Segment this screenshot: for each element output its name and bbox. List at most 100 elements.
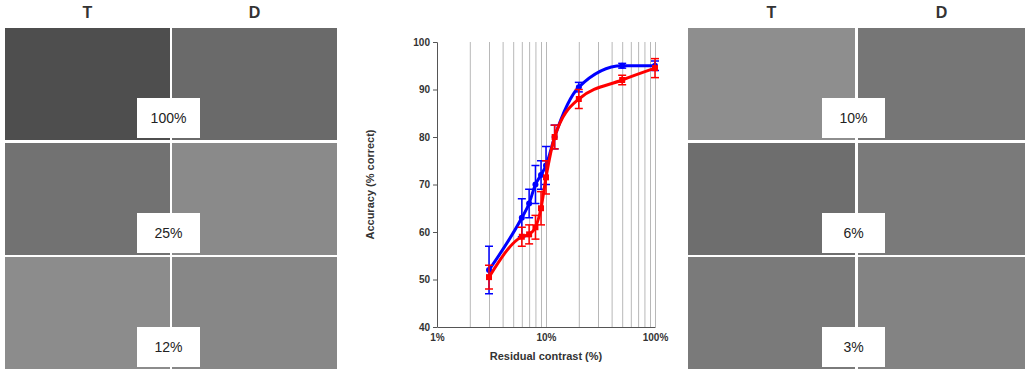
contrast-label: 100% [151,110,187,126]
error-bar-line [575,82,583,84]
y-tick-label: 80 [419,132,431,143]
x-tick [522,42,523,327]
y-tick-label: 90 [419,84,431,95]
y-tick-label: 50 [419,274,431,285]
y-tick: 70 [419,179,437,190]
y-tick-label: 40 [419,322,431,333]
y-axis-title: Accuracy (% correct) [364,129,376,239]
error-bar-line [537,191,545,193]
x-axis: 1% 10% 100% [430,42,668,343]
error-bar-line [485,293,493,295]
error-bar-line [551,124,559,126]
x-tick-label: 10% [536,332,556,343]
y-tick: 60 [419,227,437,238]
x-grid-line [655,42,656,327]
data-point [652,65,658,71]
data-point [519,215,525,221]
data-point [538,205,544,211]
y-tick: 100 [413,37,437,48]
x-grid-line [470,42,471,327]
data-point [486,274,492,280]
contrast-box [137,98,200,138]
contrast-label: 10% [839,110,867,126]
error-bar [618,63,626,68]
error-bar [618,75,626,85]
data-point [526,201,532,207]
error-bar-line [542,160,550,162]
y-tick-mark [433,280,437,281]
error-bar-line [531,203,539,205]
error-bar [531,215,539,239]
x-axis-title: Residual contrast (%) [490,350,603,362]
error-bar-line [531,215,539,217]
y-tick-mark [433,232,437,233]
error-bar-line [525,217,533,219]
contrast-box [822,98,885,138]
x-grid-line [638,42,639,327]
x-grid-line [644,42,645,327]
error-bar [485,265,493,289]
y-tick-label: 60 [419,227,431,238]
figure: TD100%25%12%TD10%6%3%1%10%100%4050607080… [0,0,1028,376]
error-bar-line [651,77,659,79]
error-bar-line [651,58,659,60]
contrast-box [822,213,885,253]
y-tick-label: 70 [419,179,431,190]
series-line [489,68,655,277]
x-tick: 10% [536,42,556,343]
x-tick-label: 1% [430,332,445,343]
x-tick [598,42,599,327]
x-tick: 100% [643,42,669,343]
y-tick: 90 [419,84,437,95]
data-point [576,96,582,102]
data-point [619,77,625,83]
y-tick: 80 [419,132,437,143]
x-grid-line [522,42,523,327]
error-bar [551,125,559,149]
contrast-label: 25% [154,225,182,241]
error-bar [525,189,533,218]
error-bar-line [575,89,583,91]
series-group [485,59,659,289]
x-tick [513,42,514,327]
column-label: D [249,4,261,21]
x-grid-line [529,42,530,327]
error-bar-line [485,246,493,248]
error-bar [651,59,659,78]
y-tick-mark [433,185,437,186]
x-tick [631,42,632,327]
column-label: T [83,4,93,21]
x-grid-line [513,42,514,327]
error-bar-line [485,288,493,290]
data-point [526,231,532,237]
data-point [576,84,582,90]
error-bar-line [531,238,539,240]
error-bar-line [551,148,559,150]
x-tick-label: 100% [643,332,669,343]
data-point [532,224,538,230]
error-bar-line [518,198,526,200]
data-point [552,134,558,140]
x-tick [644,42,645,327]
x-tick [638,42,639,327]
x-tick [650,42,651,327]
x-tick [470,42,471,327]
contrast-box [137,213,200,253]
error-bar-line [551,148,559,150]
x-grid-line [503,42,504,327]
error-bar [575,90,583,109]
x-tick [503,42,504,327]
contrast-box [137,327,200,367]
plot-area [485,59,659,294]
error-bar [542,161,550,194]
error-bar-line [542,146,550,148]
column-label: T [767,4,777,21]
y-axis-line [437,43,438,328]
error-bar-line [551,124,559,126]
error-bar-line [618,84,626,86]
x-tick [489,42,490,327]
y-tick-label: 100 [413,37,430,48]
error-bar-line [525,224,533,226]
x-grid-line [489,42,490,327]
y-tick-mark [433,42,437,43]
